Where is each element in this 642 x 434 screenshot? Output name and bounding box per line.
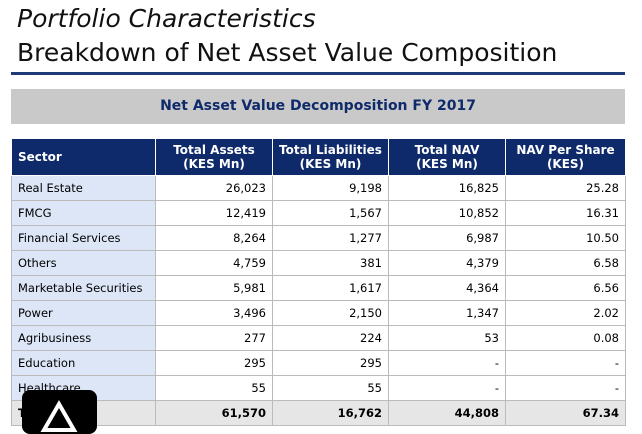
cell: 224 bbox=[272, 325, 389, 351]
cell: 10.50 bbox=[505, 225, 626, 251]
sector-cell: FMCG bbox=[11, 200, 156, 226]
cell: 0.08 bbox=[505, 325, 626, 351]
cell: 26,023 bbox=[155, 175, 273, 201]
cell: 6.56 bbox=[505, 275, 626, 301]
cell: 1,567 bbox=[272, 200, 389, 226]
sector-cell: Agribusiness bbox=[11, 325, 156, 351]
sector-cell: Education bbox=[11, 350, 156, 376]
table-row: Marketable Securities 5,981 1,617 4,364 6.56 bbox=[11, 275, 626, 301]
total-row: Total 61,570 16,762 44,808 67.34 bbox=[11, 400, 626, 426]
table-row: Agribusiness 277 224 53 0.08 bbox=[11, 325, 626, 351]
table-row: Real Estate 26,023 9,198 16,825 25.28 bbox=[11, 175, 626, 201]
cell: 2.02 bbox=[505, 300, 626, 326]
cell: 295 bbox=[155, 350, 273, 376]
cell: 12,419 bbox=[155, 200, 273, 226]
cell: 277 bbox=[155, 325, 273, 351]
cell: 3,496 bbox=[155, 300, 273, 326]
cell: 55 bbox=[272, 375, 389, 401]
subtitle: Breakdown of Net Asset Value Composition bbox=[17, 38, 558, 67]
sector-cell: Power bbox=[11, 300, 156, 326]
cell: - bbox=[388, 375, 506, 401]
cell: 8,264 bbox=[155, 225, 273, 251]
cell: 6,987 bbox=[388, 225, 506, 251]
cell: 5,981 bbox=[155, 275, 273, 301]
table-row: Healthcare 55 55- - bbox=[11, 375, 626, 401]
cell: 16,825 bbox=[388, 175, 506, 201]
cell: - bbox=[505, 350, 626, 376]
cell: 1,277 bbox=[272, 225, 389, 251]
app-icon[interactable] bbox=[22, 390, 97, 434]
header-row: Sector Total Assets (KES Mn) Total Liabili… bbox=[11, 138, 626, 176]
cell: 4,759 bbox=[155, 250, 273, 276]
title: Portfolio Characteristics bbox=[17, 4, 316, 33]
cell: 2,150 bbox=[272, 300, 389, 326]
table-row: Financial Services 8,264 1,277 6,987 10.50 bbox=[11, 225, 626, 251]
cell: 1,347 bbox=[388, 300, 506, 326]
table-caption: Net Asset Value Decomposition FY 2017 bbox=[11, 89, 625, 124]
total-cell: 61,570 bbox=[155, 400, 273, 426]
cell: - bbox=[505, 375, 626, 401]
column-header: Total Assets (KES Mn) bbox=[155, 138, 273, 176]
cell: 4,364 bbox=[388, 275, 506, 301]
sector-cell: Financial Services bbox=[11, 225, 156, 251]
cell: 53 bbox=[388, 325, 506, 351]
cell: 381 bbox=[272, 250, 389, 276]
cell: 16.31 bbox=[505, 200, 626, 226]
total-cell: 44,808 bbox=[388, 400, 506, 426]
divider bbox=[11, 72, 625, 75]
cell: 295 bbox=[272, 350, 389, 376]
cell: 6.58 bbox=[505, 250, 626, 276]
icon-glyph bbox=[40, 399, 78, 432]
cell: 1,617 bbox=[272, 275, 389, 301]
table-row: Education 295 295- - bbox=[11, 350, 626, 376]
table-row: Power 3,496 2,150 1,347 2.02 bbox=[11, 300, 626, 326]
cell: - bbox=[388, 350, 506, 376]
total-cell: 16,762 bbox=[272, 400, 389, 426]
column-header: Sector bbox=[11, 138, 156, 176]
cell: 10,852 bbox=[388, 200, 506, 226]
cell: 25.28 bbox=[505, 175, 626, 201]
column-header: NAV Per Share (KES) bbox=[505, 138, 626, 176]
sector-cell: Marketable Securities bbox=[11, 275, 156, 301]
cell: 55 bbox=[155, 375, 273, 401]
column-header: Total NAV (KES Mn) bbox=[388, 138, 506, 176]
table-row: Others 4,759 381 4,379 6.58 bbox=[11, 250, 626, 276]
table-body: Real Estate 26,023 9,198 16,825 25.28 FMCG 12,… bbox=[11, 175, 626, 426]
total-cell: 67.34 bbox=[505, 400, 626, 426]
column-header: Total Liabilities (KES Mn) bbox=[272, 138, 389, 176]
sector-cell: Real Estate bbox=[11, 175, 156, 201]
cell: 9,198 bbox=[272, 175, 389, 201]
cell: 4,379 bbox=[388, 250, 506, 276]
sector-cell: Others bbox=[11, 250, 156, 276]
table-row: FMCG 12,419 1,567 10,852 16.31 bbox=[11, 200, 626, 226]
nav-table: Sector Total Assets (KES Mn) Total Liabili… bbox=[11, 138, 626, 426]
